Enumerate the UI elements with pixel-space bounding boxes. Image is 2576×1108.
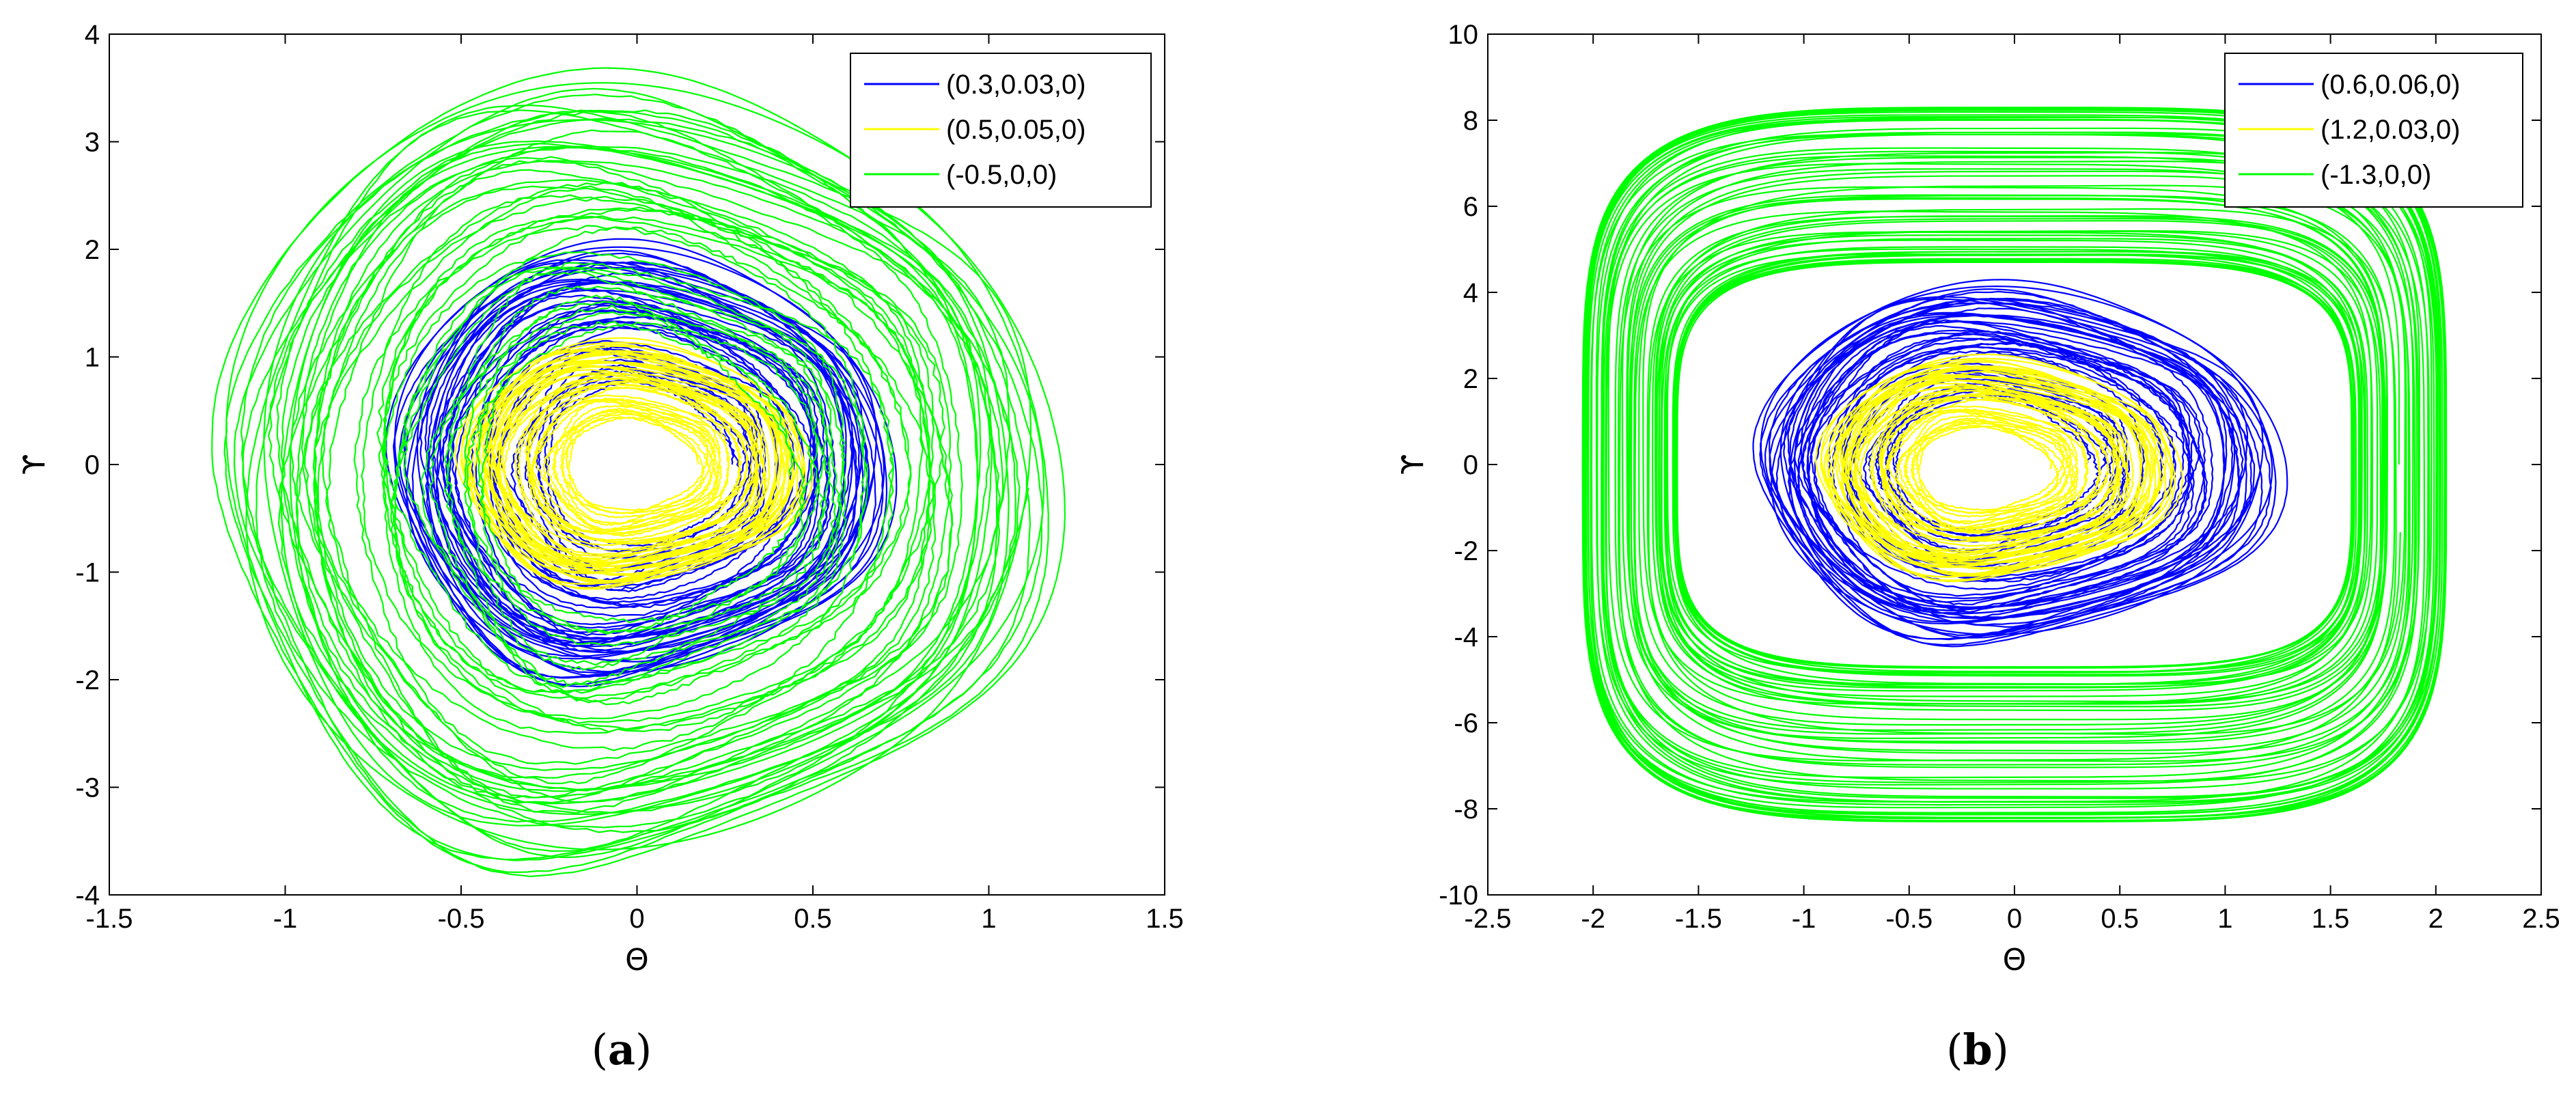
x-axis-label: Θ — [2003, 943, 2027, 978]
y-tick-label: -4 — [75, 881, 100, 911]
y-tick-label: -8 — [1454, 794, 1478, 825]
y-tick-label: 0 — [1463, 450, 1478, 480]
x-tick-label: -2 — [1581, 904, 1605, 934]
x-tick-label: -1.5 — [86, 904, 133, 934]
y-tick-label: 0 — [85, 450, 100, 480]
legend-label-0: (0.3,0.03,0) — [946, 70, 1086, 100]
x-tick-label: -1 — [273, 904, 298, 934]
x-tick-label: -1 — [1792, 904, 1816, 934]
caption-b-letter: b — [1963, 1025, 1993, 1075]
x-axis-label: Θ — [625, 943, 649, 978]
legend: (0.3,0.03,0) (0.5,0.05,0) (-0.5,0,0) — [850, 53, 1152, 208]
y-tick-label: 10 — [1448, 20, 1479, 50]
series-trace-1 — [454, 337, 814, 590]
x-tick-label: 0 — [629, 904, 644, 934]
y-tick-label: 3 — [85, 128, 100, 158]
series-trace-0 — [1752, 279, 2288, 648]
y-tick-label: -6 — [1454, 708, 1478, 738]
series-trace-1 — [1814, 353, 2183, 583]
caption-b: (b) — [1946, 1025, 2009, 1075]
legend-label-0: (0.6,0.06,0) — [2321, 70, 2461, 100]
legend-label-2: (-1.3,0,0) — [2321, 160, 2431, 190]
series-trace-2 — [1581, 107, 2448, 822]
y-tick-label: 4 — [1463, 278, 1478, 308]
y-tick-label: 1 — [85, 343, 100, 373]
x-tick-label: 2 — [2428, 904, 2443, 934]
y-tick-label: -4 — [1454, 622, 1478, 652]
y-tick-label: -2 — [75, 665, 100, 695]
plot-area — [1581, 107, 2448, 822]
x-tick-label: 0 — [2007, 904, 2022, 934]
y-tick-label: -1 — [75, 558, 100, 588]
panel-b: -2.5 -2 -1.5 -1 -0.5 0 0.5 1 1.5 2 2.5 -10 -8 -6 -4 -2 0… — [1396, 20, 2560, 978]
x-tick-label: -0.5 — [1885, 904, 1933, 934]
x-tick-label: 2.5 — [2522, 904, 2560, 934]
y-tick-label: 4 — [85, 20, 100, 50]
x-tick-label: 1 — [2217, 904, 2232, 934]
x-tick-label: -2.5 — [1465, 904, 1512, 934]
legend-label-1: (1.2,0.03,0) — [2321, 115, 2461, 145]
y-tick-label: 6 — [1463, 192, 1478, 222]
caption-a-letter: a — [607, 1025, 636, 1075]
plot-area — [211, 67, 1066, 878]
x-tick-label: 0.5 — [794, 904, 832, 934]
y-tick-label: -10 — [1439, 881, 1478, 911]
x-tick-label: -1.5 — [1675, 904, 1722, 934]
y-tick-label: 8 — [1463, 106, 1478, 136]
y-axis-label: ϒ — [1396, 454, 1430, 475]
x-tick-label: 1.5 — [1146, 904, 1184, 934]
x-tick-label: 1 — [981, 904, 996, 934]
legend-label-1: (0.5,0.05,0) — [946, 115, 1086, 145]
y-axis-label: ϒ — [17, 454, 52, 475]
x-tick-label: -0.5 — [438, 904, 485, 934]
x-tick-label: 0.5 — [2101, 904, 2139, 934]
y-tick-label: 2 — [85, 235, 100, 265]
y-tick-label: -2 — [1454, 536, 1478, 566]
y-tick-label: 2 — [1463, 364, 1478, 394]
y-tick-label: -3 — [75, 773, 100, 803]
legend: (0.6,0.06,0) (1.2,0.03,0) (-1.3,0,0) — [2224, 53, 2523, 208]
series-trace-2 — [211, 67, 1066, 878]
panel-a: -1.5 -1 -0.5 0 0.5 1 1.5 -4 -3 -2 -1 0 1 2 3 4 Θ ϒ (0.3,0.… — [17, 20, 1184, 978]
x-tick-label: 1.5 — [2312, 904, 2350, 934]
caption-a: (a) — [591, 1025, 652, 1075]
legend-label-2: (-0.5,0,0) — [946, 160, 1057, 190]
